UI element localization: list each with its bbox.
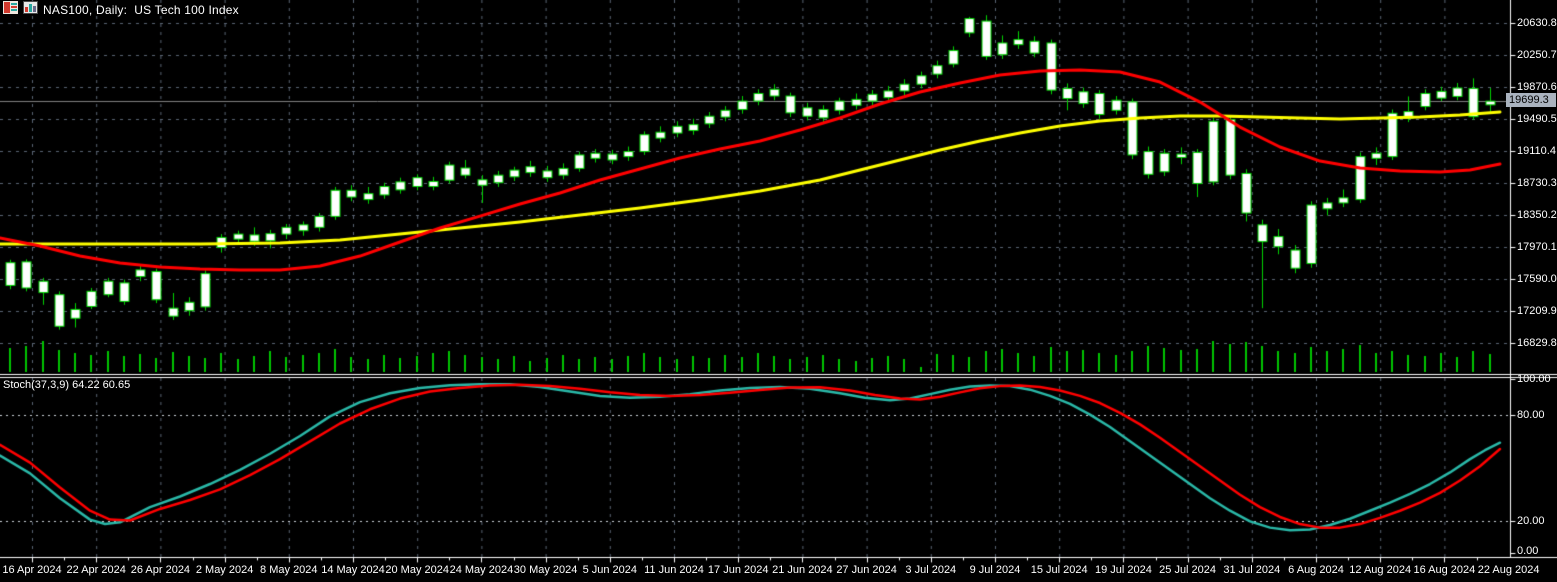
date-axis-label: 24 May 2024 bbox=[449, 564, 514, 576]
date-axis-label: 30 May 2024 bbox=[513, 564, 578, 576]
date-axis-label: 16 Aug 2024 bbox=[1413, 564, 1476, 576]
date-axis-label: 26 Apr 2024 bbox=[130, 564, 191, 576]
price-axis-label: 19870.6 bbox=[1517, 80, 1557, 93]
current-price-value: 19699.3 bbox=[1509, 94, 1549, 106]
date-axis-label: 2 May 2024 bbox=[195, 564, 254, 576]
date-axis-label: 8 May 2024 bbox=[260, 564, 318, 576]
price-axis-label: 17970.1 bbox=[1517, 240, 1557, 253]
depth-of-market-icon[interactable] bbox=[3, 0, 18, 19]
stoch-axis-label: 80.00 bbox=[1517, 408, 1545, 421]
chart-title: NAS100, Daily: US Tech 100 Index bbox=[43, 2, 239, 17]
price-axis-label: 20250.7 bbox=[1517, 48, 1557, 61]
date-axis-label: 3 Jul 2024 bbox=[905, 564, 957, 576]
price-axis-label: 18730.3 bbox=[1517, 176, 1557, 189]
current-price-tag: 19699.3 bbox=[1506, 93, 1556, 107]
stoch-axis-label: 0.00 bbox=[1517, 545, 1539, 557]
date-axis-label: 15 Jul 2024 bbox=[1030, 564, 1088, 576]
stoch-axis-label: 20.00 bbox=[1517, 515, 1545, 528]
date-axis-label: 14 May 2024 bbox=[321, 564, 385, 576]
stochastic-indicator-label: Stoch(37,3,9) 64.22 60.65 bbox=[3, 379, 131, 391]
date-axis-label: 20 May 2024 bbox=[385, 564, 449, 576]
date-axis-label: 16 Apr 2024 bbox=[2, 564, 62, 576]
date-axis-label: 6 Aug 2024 bbox=[1288, 564, 1344, 576]
date-axis-label: 27 Jun 2024 bbox=[836, 564, 897, 576]
date-axis-label: 19 Jul 2024 bbox=[1094, 564, 1152, 576]
price-axis-label: 16829.8 bbox=[1517, 336, 1557, 349]
price-axis-label: 18350.2 bbox=[1517, 208, 1557, 221]
one-click-trading-icon[interactable] bbox=[23, 0, 38, 19]
date-axis-label: 17 Jun 2024 bbox=[707, 564, 769, 576]
date-axis-label: 12 Aug 2024 bbox=[1349, 564, 1412, 576]
date-axis-label: 25 Jul 2024 bbox=[1159, 564, 1217, 576]
date-axis-label: 22 Apr 2024 bbox=[66, 564, 126, 576]
price-axis-label: 17209.9 bbox=[1517, 304, 1557, 317]
date-axis-label: 21 Jun 2024 bbox=[772, 564, 833, 576]
price-axis-label: 17590.0 bbox=[1517, 272, 1557, 285]
date-axis-label: 22 Aug 2024 bbox=[1477, 564, 1540, 576]
price-axis-label: 19490.5 bbox=[1517, 112, 1557, 125]
price-axis-label: 19110.4 bbox=[1517, 144, 1556, 157]
stoch-axis-label: 100.00 bbox=[1517, 373, 1551, 385]
date-axis-label: 31 Jul 2024 bbox=[1223, 564, 1281, 576]
date-axis-label: 11 Jun 2024 bbox=[644, 564, 704, 576]
price-axis-label: 20630.8 bbox=[1517, 16, 1557, 29]
date-axis-label: 5 Jun 2024 bbox=[582, 564, 638, 576]
chart-title-bar: NAS100, Daily: US Tech 100 Index bbox=[3, 0, 239, 19]
date-axis-label: 9 Jul 2024 bbox=[969, 564, 1021, 576]
